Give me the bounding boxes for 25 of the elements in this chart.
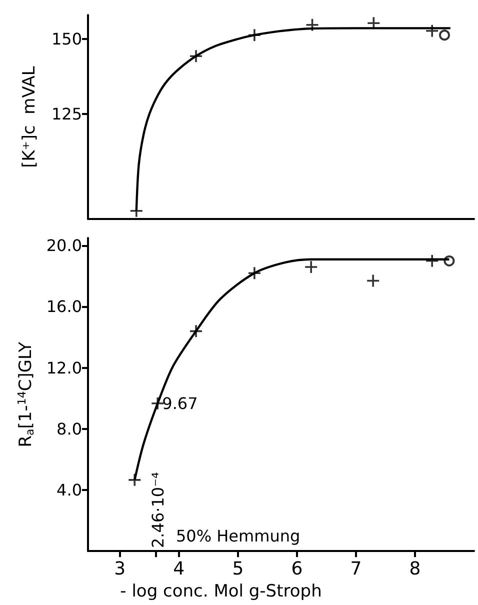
x-tick-label: 3 xyxy=(114,558,126,580)
x-axis-title: - log conc. Mol g-Stroph xyxy=(120,582,322,602)
point xyxy=(305,261,318,274)
y-tick-label: 150 xyxy=(51,30,82,48)
y-tick-label: 12.0 xyxy=(46,358,82,378)
y-tick-label: 16.0 xyxy=(46,297,82,316)
annotation: 2.46·10⁻⁴ xyxy=(148,472,168,548)
point xyxy=(368,17,380,30)
x-tick-label: 6 xyxy=(291,558,303,580)
annotation: 9.67 xyxy=(162,394,198,413)
y-axis-title: [K⁺]c mVAL xyxy=(20,66,40,168)
point xyxy=(367,274,380,287)
point xyxy=(306,18,318,31)
y-axis-title: Ra[1-14C]GLY xyxy=(15,341,36,448)
x-tick-label: 8 xyxy=(409,558,421,580)
x-tick-label: 5 xyxy=(232,558,244,580)
point xyxy=(426,24,438,37)
y-tick-label: 125 xyxy=(51,104,82,124)
y-tick-label: 20.0 xyxy=(46,236,82,256)
annotation: 50% Hemmung xyxy=(176,526,300,546)
y-tick-label: 8.0 xyxy=(56,419,82,438)
x-tick-label: 7 xyxy=(350,558,362,580)
x-tick-label: 4 xyxy=(173,558,185,580)
point xyxy=(439,30,450,41)
y-tick-label: 4.0 xyxy=(56,480,82,500)
